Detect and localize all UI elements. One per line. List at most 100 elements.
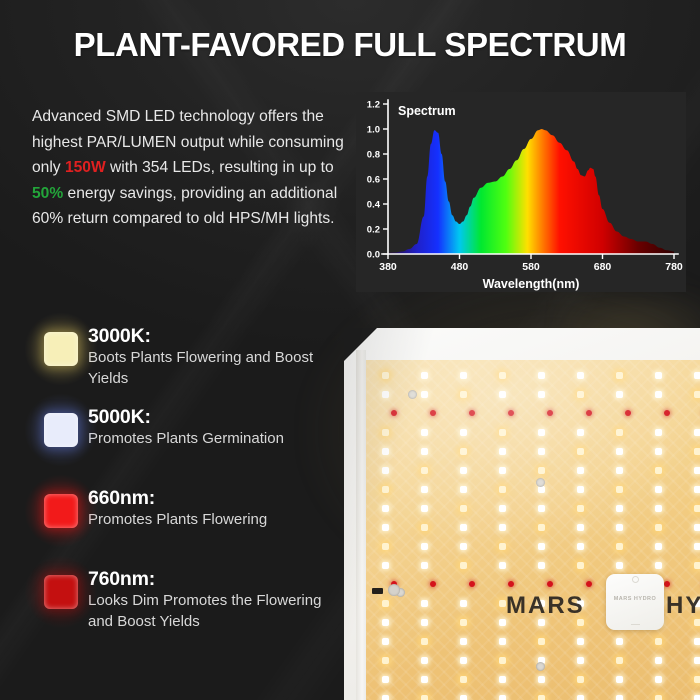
led-diode-white [499,657,506,664]
led-diode-white [382,372,389,379]
led-diode-white [655,676,662,683]
led-diode-red [664,581,670,587]
panel-corner-bevel [344,328,378,362]
led-diode-white [577,505,584,512]
legend-description: Promotes Plants Flowering [88,511,268,528]
led-diode-white [577,543,584,550]
y-axis-tick-label: 0.2 [367,225,380,236]
led-diode-white [538,505,545,512]
led-diode-red [547,410,553,416]
legend-item-760nm: 760nm: Looks Dim Promotes the Flowering a… [0,554,340,633]
led-diode-white [694,448,700,455]
led-diode-white [460,505,467,512]
led-chip-icon [44,413,78,447]
led-diode-white [499,486,506,493]
led-diode-white [577,676,584,683]
led-diode-white [421,695,428,700]
led-diode-white [460,638,467,645]
led-diode-white [538,676,545,683]
led-diode-white [421,676,428,683]
y-axis-tick-label: 0.0 [367,250,380,261]
legend-item-660nm: 660nm: Promotes Plants Flowering [0,473,340,552]
chip-notch-top-icon [632,576,639,583]
led-diode-red [664,410,670,416]
led-diode-white [460,600,467,607]
led-diode-white [382,543,389,550]
led-diode-white [655,524,662,531]
led-diode-white [694,619,700,626]
led-diode-white [421,562,428,569]
led-diode-white [577,467,584,474]
led-diode-white [694,562,700,569]
led-diode-white [421,505,428,512]
led-diode-white [655,505,662,512]
led-diode-white [577,524,584,531]
led-diode-white [421,486,428,493]
led-diode-white [616,695,623,700]
led-diode-white [616,467,623,474]
led-diode-white [382,676,389,683]
led-diode-red [430,581,436,587]
board-screw-icon [396,588,405,597]
led-diode-white [499,448,506,455]
led-diode-white [382,562,389,569]
led-diode-white [499,619,506,626]
led-diode-white [538,524,545,531]
led-diode-white [538,467,545,474]
led-diode-white [382,486,389,493]
led-diode-white [538,600,545,607]
x-axis-tick-label: 480 [451,261,469,273]
led-swatch-wrapper [23,311,99,387]
led-diode-white [499,372,506,379]
led-diode-white [382,638,389,645]
brand-text-left: MARS [506,592,585,619]
led-diode-white [538,543,545,550]
led-diode-white [421,448,428,455]
paragraph-text-1: Advanced SMD LED technology offers the h… [32,108,344,176]
led-diode-white [421,429,428,436]
led-diode-white [499,562,506,569]
led-diode-white [616,391,623,398]
led-diode-white [694,391,700,398]
led-diode-white [499,391,506,398]
led-diode-red [391,410,397,416]
legend-title: 3000K: [88,325,151,347]
led-diode-white [655,695,662,700]
led-diode-white [577,562,584,569]
panel-left-edge [356,350,366,700]
led-diode-white [382,391,389,398]
led-diode-white [616,486,623,493]
led-diode-white [460,448,467,455]
led-diode-white [382,524,389,531]
led-chip-icon [44,494,78,528]
board-weave-texture [366,360,700,700]
led-diode-white [655,372,662,379]
led-diode-white [538,372,545,379]
led-diode-white [616,676,623,683]
led-diode-white [577,486,584,493]
led-diode-white [616,505,623,512]
led-diode-red [586,410,592,416]
x-axis-tick-label: 680 [594,261,612,273]
led-diode-white [382,695,389,700]
legend-text-block: 3000K: Boots Plants Flowering and Boost Y… [88,322,340,389]
led-diode-white [694,486,700,493]
led-diode-white [460,524,467,531]
legend-title: 760nm: [88,568,156,590]
legend-item-3000k: 3000K: Boots Plants Flowering and Boost Y… [0,311,340,390]
led-diode-red [469,581,475,587]
led-diode-white [694,429,700,436]
led-board: MARS MARS HYDRO HY [366,360,700,700]
led-diode-white [577,448,584,455]
led-diode-white [421,619,428,626]
legend-description: Looks Dim Promotes the Flowering and Boo… [88,592,322,630]
y-axis-tick-label: 0.6 [367,175,380,186]
led-diode-white [694,505,700,512]
led-diode-white [694,543,700,550]
led-diode-white [382,448,389,455]
led-swatch-wrapper [23,392,99,468]
led-diode-white [538,486,545,493]
board-screw-icon [536,662,545,671]
legend-title: 660nm: [88,487,156,509]
led-diode-white [421,524,428,531]
